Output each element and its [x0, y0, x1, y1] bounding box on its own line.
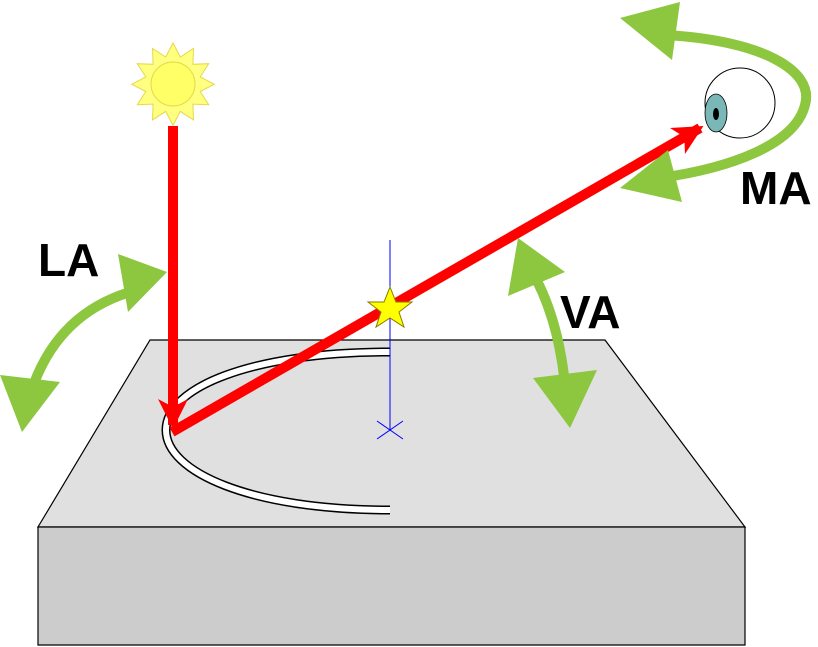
- sun-icon: [130, 41, 216, 127]
- lighting-angle-head-lower: [0, 375, 60, 432]
- rotation-angle-arc: [659, 30, 812, 183]
- center-axis: [376, 240, 404, 440]
- eye-icon: [704, 67, 776, 139]
- lighting-angle-arrow: [0, 254, 167, 432]
- sun-core: [150, 61, 196, 107]
- platform-top: [36, 339, 747, 528]
- slot-track: [161, 347, 391, 515]
- eye-pupil: [713, 108, 719, 120]
- rotation-angle-arrow: [620, 2, 812, 202]
- platform: [36, 339, 747, 646]
- platform-front: [37, 526, 746, 646]
- star-icon: [366, 285, 414, 329]
- lighting-angle-head-upper: [118, 254, 167, 312]
- viewing-angle-arrow: [508, 238, 597, 428]
- rotation-angle-label: MA: [740, 162, 812, 214]
- light-path: [158, 123, 704, 437]
- viewing-angle-head-lower: [533, 370, 597, 428]
- slot-track-inner: [162, 349, 391, 513]
- reflected-ray: [169, 123, 704, 437]
- center-cross-b: [376, 420, 404, 440]
- lighting-angle-arc: [25, 287, 132, 397]
- viewing-angle-head-upper: [508, 238, 565, 296]
- rotation-angle-head-upper: [620, 2, 680, 60]
- lighting-angle-label: LA: [38, 234, 99, 286]
- rotation-angle-head-lower: [620, 150, 682, 202]
- viewing-angle-label: VA: [560, 286, 621, 338]
